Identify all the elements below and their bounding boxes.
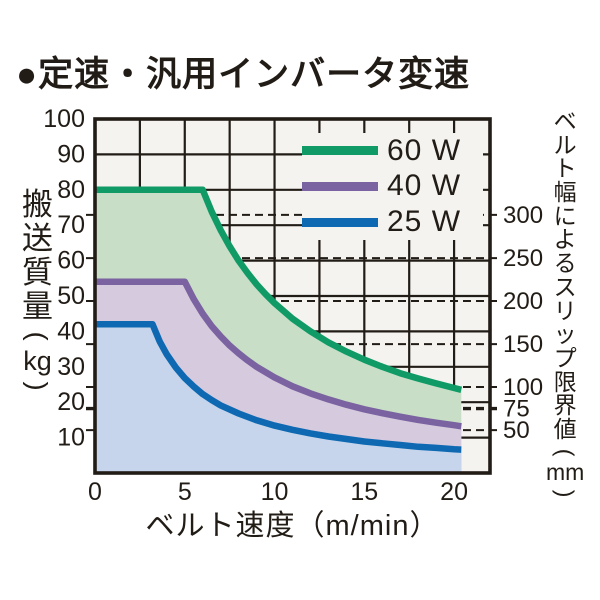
right-axis-title-text: ベルト幅によるスリップ限界値 — [553, 108, 577, 442]
legend-label-40w: 40 W — [387, 169, 462, 203]
x-axis-title: ベルト速度（m/min） — [145, 510, 440, 542]
legend-item-40w: 40 W — [302, 169, 483, 203]
axis-label-char: ス — [553, 273, 577, 300]
axis-label-char: よ — [553, 226, 577, 253]
y-tick-label: 60 — [57, 247, 85, 275]
y-tick-label: 50 — [57, 282, 85, 310]
paren-open: ( — [22, 332, 53, 341]
curve-40w — [95, 278, 462, 430]
axis-label-char: 送 — [22, 221, 53, 257]
axis-label-char: 搬 — [22, 187, 53, 222]
y-tick-label: 30 — [57, 353, 85, 381]
axis-label-char: 界 — [553, 392, 577, 419]
area-25w — [95, 324, 462, 473]
axis-label-char: に — [553, 202, 577, 229]
right-tick-label: 250 — [503, 245, 543, 272]
y-axis-unit: ( kg ) — [22, 326, 53, 396]
right-axis-unit-text: mm — [546, 458, 585, 485]
paren-close: ) — [552, 489, 579, 498]
axis-label-char: ベ — [553, 108, 577, 134]
axis-label-char: 値 — [553, 415, 577, 442]
legend-item-25w: 25 W — [302, 205, 483, 239]
right-axis-unit: ( mm ) — [546, 444, 584, 502]
x-tick-label: 15 — [350, 478, 378, 506]
right-tick-label: 50 — [503, 417, 530, 444]
axis-label-char: 量 — [22, 289, 53, 325]
x-tick-label: 0 — [88, 478, 102, 506]
legend-swatch-25w-icon — [302, 217, 378, 227]
x-tick-label: 20 — [440, 478, 468, 506]
y-tick-label: 70 — [57, 211, 85, 239]
y-axis-title-left: 搬送質量 ( kg ) — [22, 187, 53, 397]
y-tick-label: 90 — [57, 140, 85, 168]
chart-title: ●定速・汎用インバータ変速 — [16, 55, 471, 94]
axis-label-char: 限 — [553, 368, 577, 395]
y-tick-label: 20 — [57, 388, 85, 416]
legend-label-60w: 60 W — [387, 133, 462, 167]
right-tick-label: 150 — [503, 331, 543, 358]
y-axis-title-right: ベルト幅によるスリップ限界値 ( mm ) — [546, 108, 584, 502]
right-tick-label: 75 — [503, 396, 530, 423]
axis-label-char: 質 — [22, 255, 53, 291]
x-tick-label: 5 — [178, 478, 192, 506]
curve-25w — [95, 321, 462, 453]
right-tick-label: 200 — [503, 288, 543, 315]
legend: 60 W 40 W 25 W — [302, 133, 483, 240]
y-tick-label: 80 — [57, 176, 85, 204]
x-tick-label: 10 — [261, 478, 289, 506]
axis-label-char: る — [553, 250, 577, 277]
paren-close: ) — [22, 381, 53, 391]
axis-label-char: ト — [553, 155, 577, 182]
y-tick-label: 40 — [57, 317, 85, 345]
paren-open: ( — [552, 448, 579, 457]
legend-item-60w: 60 W — [302, 134, 483, 168]
y-tick-label: 10 — [57, 424, 85, 452]
right-tick-label: 100 — [503, 374, 543, 401]
y-tick-label: 100 — [43, 105, 85, 133]
legend-swatch-60w-icon — [302, 146, 378, 156]
legend-swatch-40w-icon — [302, 181, 378, 191]
legend-label-25w: 25 W — [387, 205, 462, 239]
axis-label-char: プ — [553, 344, 577, 371]
axis-label-char: ッ — [553, 321, 577, 348]
axis-label-char: ル — [553, 131, 577, 158]
plot-frame — [93, 117, 492, 475]
y-axis-title-text: 搬送質量 — [22, 187, 53, 325]
axis-label-char: リ — [553, 297, 577, 324]
curve-60w — [95, 186, 463, 393]
axis-label-char: 幅 — [553, 179, 577, 206]
y-axis-unit-text: kg — [23, 345, 52, 376]
right-tick-label: 300 — [503, 202, 543, 229]
